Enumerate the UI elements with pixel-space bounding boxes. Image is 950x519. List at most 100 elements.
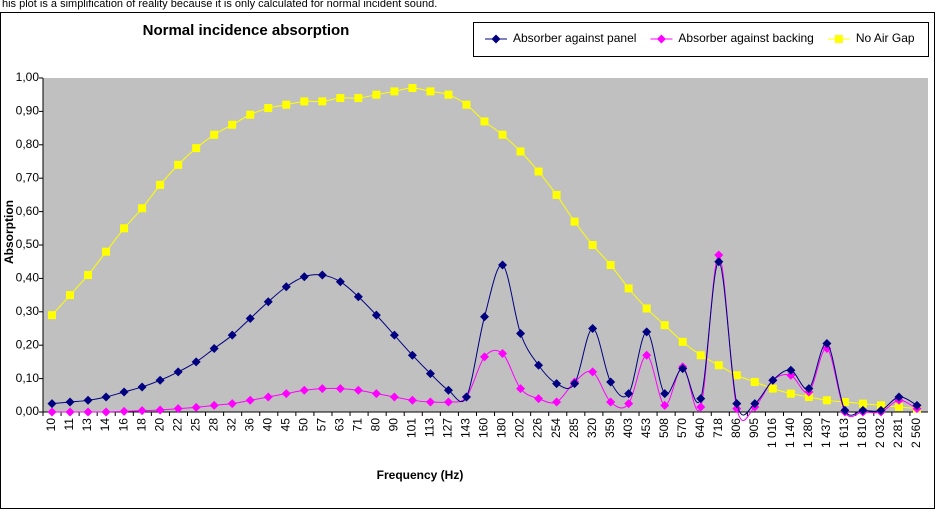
x-tick-label: 143	[459, 418, 473, 438]
marker	[65, 397, 75, 407]
x-tick-label: 32	[224, 418, 238, 432]
marker	[372, 90, 381, 99]
marker	[462, 100, 471, 109]
marker	[732, 371, 741, 380]
x-tick-label: 226	[531, 418, 545, 438]
marker	[371, 310, 381, 320]
x-tick-label: 285	[567, 418, 581, 438]
marker	[263, 297, 273, 307]
marker	[210, 130, 219, 139]
y-tick-label: 0,50	[16, 237, 40, 251]
x-tick-label: 2 032	[873, 418, 887, 448]
marker	[678, 364, 688, 374]
marker	[588, 241, 597, 249]
marker	[426, 87, 435, 96]
marker	[336, 94, 345, 103]
x-tick-label: 718	[711, 418, 725, 438]
y-tick-label: 0,30	[16, 304, 40, 318]
marker	[804, 384, 814, 394]
marker	[443, 385, 453, 395]
marker	[534, 360, 544, 370]
x-tick-label: 45	[278, 418, 292, 432]
marker	[245, 395, 255, 405]
marker	[209, 344, 219, 354]
x-tick-label: 28	[206, 418, 220, 432]
marker	[894, 402, 903, 411]
y-tick-label: 0,80	[16, 137, 40, 151]
marker	[656, 34, 666, 44]
x-tick-label: 202	[513, 418, 527, 438]
marker	[47, 407, 57, 417]
marker	[173, 404, 183, 414]
marker	[443, 397, 453, 407]
marker	[696, 351, 705, 360]
marker	[209, 400, 219, 410]
x-tick-label: 640	[693, 418, 707, 438]
x-tick-label: 508	[657, 418, 671, 438]
marker	[858, 405, 868, 415]
legend: Absorber against panel Absorber against b…	[473, 22, 929, 57]
marker	[696, 402, 706, 412]
y-axis-label: Absorption	[2, 200, 16, 264]
x-tick-label: 40	[260, 418, 274, 432]
marker	[714, 250, 724, 260]
marker	[246, 110, 255, 119]
marker	[606, 377, 616, 387]
marker	[335, 384, 345, 394]
x-tick-label: 453	[639, 418, 653, 438]
marker	[516, 384, 526, 394]
marker	[768, 375, 778, 385]
marker	[408, 84, 417, 93]
marker	[282, 100, 291, 109]
marker	[714, 361, 723, 370]
marker	[263, 392, 273, 402]
marker	[461, 392, 471, 402]
marker	[894, 392, 904, 402]
x-tick-label: 10	[44, 418, 58, 432]
marker	[534, 394, 544, 404]
marker	[606, 261, 615, 270]
marker	[570, 217, 579, 226]
marker	[732, 399, 742, 409]
marker	[156, 180, 165, 189]
marker	[606, 397, 616, 407]
y-tick-label: 0,70	[16, 170, 40, 184]
x-tick-label: 57	[314, 418, 328, 432]
y-tick-label: 0,40	[16, 271, 40, 285]
marker	[227, 330, 237, 340]
marker	[480, 352, 489, 362]
x-tick-label: 11	[62, 418, 76, 431]
marker	[389, 392, 399, 402]
marker	[642, 304, 651, 313]
legend-box	[473, 22, 929, 57]
marker	[750, 377, 759, 386]
x-tick-label: 160	[477, 418, 491, 438]
marker	[281, 389, 291, 399]
marker	[66, 291, 75, 300]
marker	[516, 329, 526, 339]
marker	[624, 284, 633, 293]
marker	[498, 130, 507, 139]
marker	[552, 397, 562, 407]
marker	[660, 389, 670, 399]
marker	[516, 147, 525, 156]
marker	[480, 117, 489, 126]
marker	[768, 384, 777, 393]
marker	[299, 385, 309, 395]
legend-label: Absorber against panel	[513, 31, 636, 45]
marker	[318, 97, 327, 106]
marker	[174, 160, 183, 169]
x-tick-label: 80	[369, 418, 383, 432]
marker	[138, 204, 147, 213]
x-tick-label: 101	[405, 418, 419, 438]
marker	[101, 392, 111, 402]
marker	[407, 350, 417, 360]
x-tick-label: 127	[441, 418, 455, 438]
marker	[101, 407, 111, 417]
marker	[425, 369, 435, 379]
x-tick-label: 359	[603, 418, 617, 438]
marker	[353, 385, 363, 395]
marker	[300, 97, 309, 106]
x-tick-label: 806	[729, 418, 743, 438]
